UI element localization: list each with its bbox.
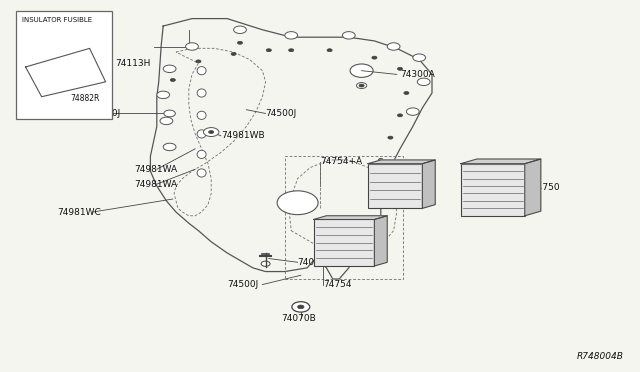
Circle shape (204, 128, 219, 137)
Circle shape (356, 83, 367, 89)
Circle shape (397, 114, 403, 117)
Text: 74754: 74754 (323, 280, 352, 289)
Circle shape (163, 65, 176, 73)
Circle shape (417, 78, 430, 86)
Ellipse shape (197, 169, 206, 177)
Polygon shape (461, 159, 541, 164)
Polygon shape (314, 216, 387, 219)
Ellipse shape (197, 150, 206, 158)
Circle shape (298, 305, 304, 309)
Text: 74754+A: 74754+A (320, 157, 362, 166)
Polygon shape (525, 159, 541, 216)
Ellipse shape (197, 89, 206, 97)
Circle shape (413, 54, 426, 61)
Circle shape (292, 302, 310, 312)
Circle shape (359, 84, 364, 87)
Circle shape (170, 78, 175, 81)
Text: INSULATOR FUSIBLE: INSULATOR FUSIBLE (22, 17, 93, 23)
Circle shape (196, 60, 201, 63)
Bar (461, 164, 525, 216)
Polygon shape (374, 216, 387, 266)
Text: 74981WB: 74981WB (221, 131, 264, 140)
Circle shape (378, 185, 383, 187)
Circle shape (327, 49, 332, 52)
Circle shape (163, 143, 176, 151)
Circle shape (285, 32, 298, 39)
Text: 74113H: 74113H (115, 59, 150, 68)
Circle shape (387, 43, 400, 50)
Circle shape (350, 64, 373, 77)
Circle shape (261, 261, 270, 266)
Polygon shape (422, 160, 435, 208)
Bar (314, 219, 374, 266)
Circle shape (186, 43, 198, 50)
Circle shape (342, 32, 355, 39)
Text: 74750: 74750 (531, 183, 560, 192)
Circle shape (209, 131, 214, 134)
Bar (368, 164, 422, 208)
Circle shape (406, 108, 419, 115)
Text: 74882R: 74882R (70, 94, 100, 103)
Circle shape (378, 158, 383, 161)
Ellipse shape (197, 67, 206, 75)
Text: 74981WA: 74981WA (134, 165, 177, 174)
Text: 74500J: 74500J (266, 109, 297, 118)
Text: 74300A: 74300A (400, 70, 435, 79)
Ellipse shape (197, 130, 206, 138)
Circle shape (404, 92, 409, 94)
Circle shape (388, 136, 393, 139)
Circle shape (164, 110, 175, 117)
Text: R748004B: R748004B (577, 352, 624, 361)
Text: 74500J: 74500J (227, 280, 259, 289)
Circle shape (157, 91, 170, 99)
Circle shape (372, 56, 377, 59)
Circle shape (397, 67, 403, 70)
Text: 74500J: 74500J (90, 109, 121, 118)
Circle shape (231, 52, 236, 55)
Circle shape (234, 26, 246, 33)
Circle shape (289, 49, 294, 52)
Text: 74981WC: 74981WC (58, 208, 101, 217)
Circle shape (277, 191, 318, 215)
Polygon shape (368, 160, 435, 164)
Text: 74070A: 74070A (298, 258, 332, 267)
Ellipse shape (197, 111, 206, 119)
Text: 74981WA: 74981WA (134, 180, 177, 189)
Bar (16, 11, 112, 119)
Circle shape (237, 41, 243, 44)
Circle shape (266, 49, 271, 52)
Circle shape (160, 117, 173, 125)
Text: 74070B: 74070B (282, 314, 316, 323)
